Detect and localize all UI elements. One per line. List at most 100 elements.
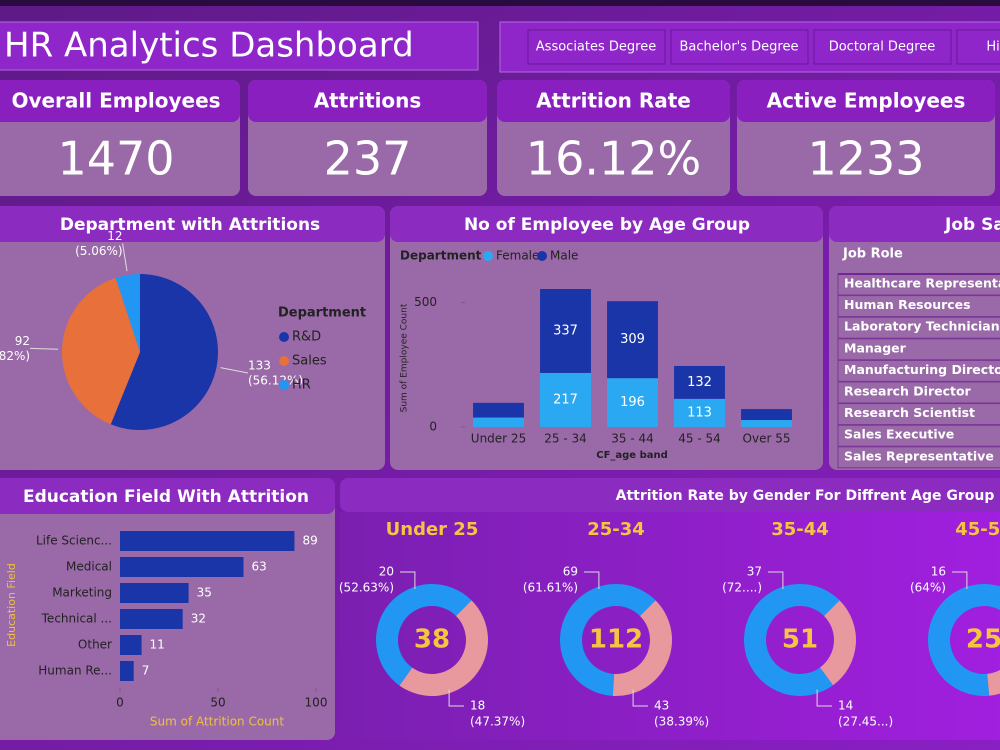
slicer-button[interactable] (813, 29, 952, 65)
donut-segment (559, 584, 656, 696)
bar (120, 557, 244, 577)
bar-segment (607, 301, 658, 379)
donut-segment (820, 600, 856, 686)
y-axis-title: Education Field (5, 563, 18, 647)
table-row (837, 381, 1000, 404)
group-title: 35-44 (771, 519, 829, 540)
percent-label: (47.37%) (470, 715, 525, 729)
leader-line (632, 689, 648, 707)
legend-label: Sales (292, 354, 327, 369)
leader-line (220, 367, 249, 374)
data-label: 92 (15, 334, 30, 348)
bar-segment (540, 372, 591, 427)
y-tick-label: Technical ... (41, 612, 112, 626)
bar-segment (540, 289, 591, 373)
leader-line (30, 347, 59, 350)
panel-title: Attrition Rate by Gender For Diffrent Ag… (616, 488, 995, 504)
data-label: 133 (248, 359, 271, 373)
table-cell: Healthcare Representative (844, 276, 1000, 291)
bar-segment (607, 378, 658, 427)
data-label: 337 (553, 323, 578, 338)
pie-slice (62, 277, 141, 425)
table-cell: Human Resources (844, 297, 971, 312)
kpi-label: Attritions (314, 89, 422, 113)
data-label: 32 (191, 612, 206, 626)
x-tick-label: 0 (116, 696, 124, 710)
x-tick-label: 45 - 54 (678, 432, 721, 446)
bar-segment (674, 398, 725, 427)
kpi-label: Overall Employees (11, 89, 220, 113)
x-axis-title: Sum of Attrition Count (150, 715, 285, 729)
percent-label: (61.61%) (523, 581, 578, 595)
leader-line (584, 571, 600, 589)
y-tick-label: 0 (429, 420, 437, 434)
data-label: 35 (197, 586, 212, 600)
table-row (837, 316, 1000, 339)
slicer-button[interactable] (670, 29, 809, 65)
slicer-option: Associates Degree (536, 40, 656, 55)
donut-segment (612, 600, 673, 696)
charts: Job Satisfaction Job Role Healthcare Repre… (0, 215, 1000, 729)
table-row (837, 403, 1000, 426)
data-label: 196 (620, 395, 645, 410)
panel-title: Department with Attritions (60, 215, 320, 235)
age-panel (390, 206, 823, 470)
donut-segment (399, 600, 489, 696)
y-tick-label: Human Re... (38, 664, 112, 678)
x-tick-label: 100 (305, 696, 328, 710)
donut-total: 112 (589, 625, 643, 655)
percent-label: (5.06%) (75, 244, 122, 258)
table-row (837, 338, 1000, 361)
legend-swatch (483, 251, 493, 261)
top-border (0, 0, 1000, 6)
percent-label: (27.45...) (838, 715, 893, 729)
bar (120, 609, 183, 629)
percent-label: (38.82%) (0, 349, 30, 363)
leader-line (816, 689, 832, 707)
percent-label: (56.12%) (248, 374, 303, 388)
bar-segment (741, 409, 792, 421)
slicer: Associates Degree Bachelor's Degree Doctor… (527, 29, 1000, 65)
donut-header (340, 478, 1000, 512)
bar-segment (473, 417, 524, 427)
y-tick-label: Life Scienc... (36, 534, 112, 548)
legend-label: Male (550, 249, 578, 263)
pie-slice (115, 274, 140, 352)
edu-header (0, 478, 335, 514)
data-label: 309 (620, 332, 645, 347)
table-header: Job Role (842, 247, 903, 262)
table-row (837, 424, 1000, 447)
x-tick-label: 50 (210, 696, 225, 710)
x-tick-label: 35 - 44 (611, 432, 654, 446)
table-cell: Sales Executive (844, 427, 954, 442)
kpi-header (0, 80, 240, 122)
bar (120, 531, 295, 551)
kpi-value: 237 (324, 132, 412, 186)
slicer-button[interactable] (956, 29, 1000, 65)
pie-slice (110, 274, 218, 430)
data-label: 11 (150, 638, 165, 652)
donut-segment (987, 669, 1000, 696)
percent-label: (64%) (910, 581, 946, 595)
legend-title: Department (278, 306, 366, 321)
leader-line (400, 571, 416, 589)
donut-segment (928, 584, 1000, 696)
data-label: 7 (142, 664, 150, 678)
bar-segment (741, 420, 792, 427)
slicer-option: Doctoral Degree (829, 40, 936, 55)
y-tick-label: 500 (414, 295, 437, 309)
x-tick-label: 25 - 34 (544, 432, 587, 446)
group-title: 45-54 (955, 519, 1000, 540)
data-label: 43 (654, 699, 669, 713)
kpi-label: Attrition Rate (536, 89, 691, 113)
panel-title: No of Employee by Age Group (464, 215, 750, 235)
slicer-button[interactable] (527, 29, 666, 65)
kpi-value: 1233 (807, 132, 924, 186)
leader-line (122, 243, 128, 272)
bar (120, 583, 189, 603)
y-tick-label: Medical (66, 560, 112, 574)
donut-total: 51 (782, 625, 818, 655)
data-label: 16 (931, 565, 946, 579)
pie-header (0, 206, 385, 242)
data-label: 18 (470, 699, 485, 713)
